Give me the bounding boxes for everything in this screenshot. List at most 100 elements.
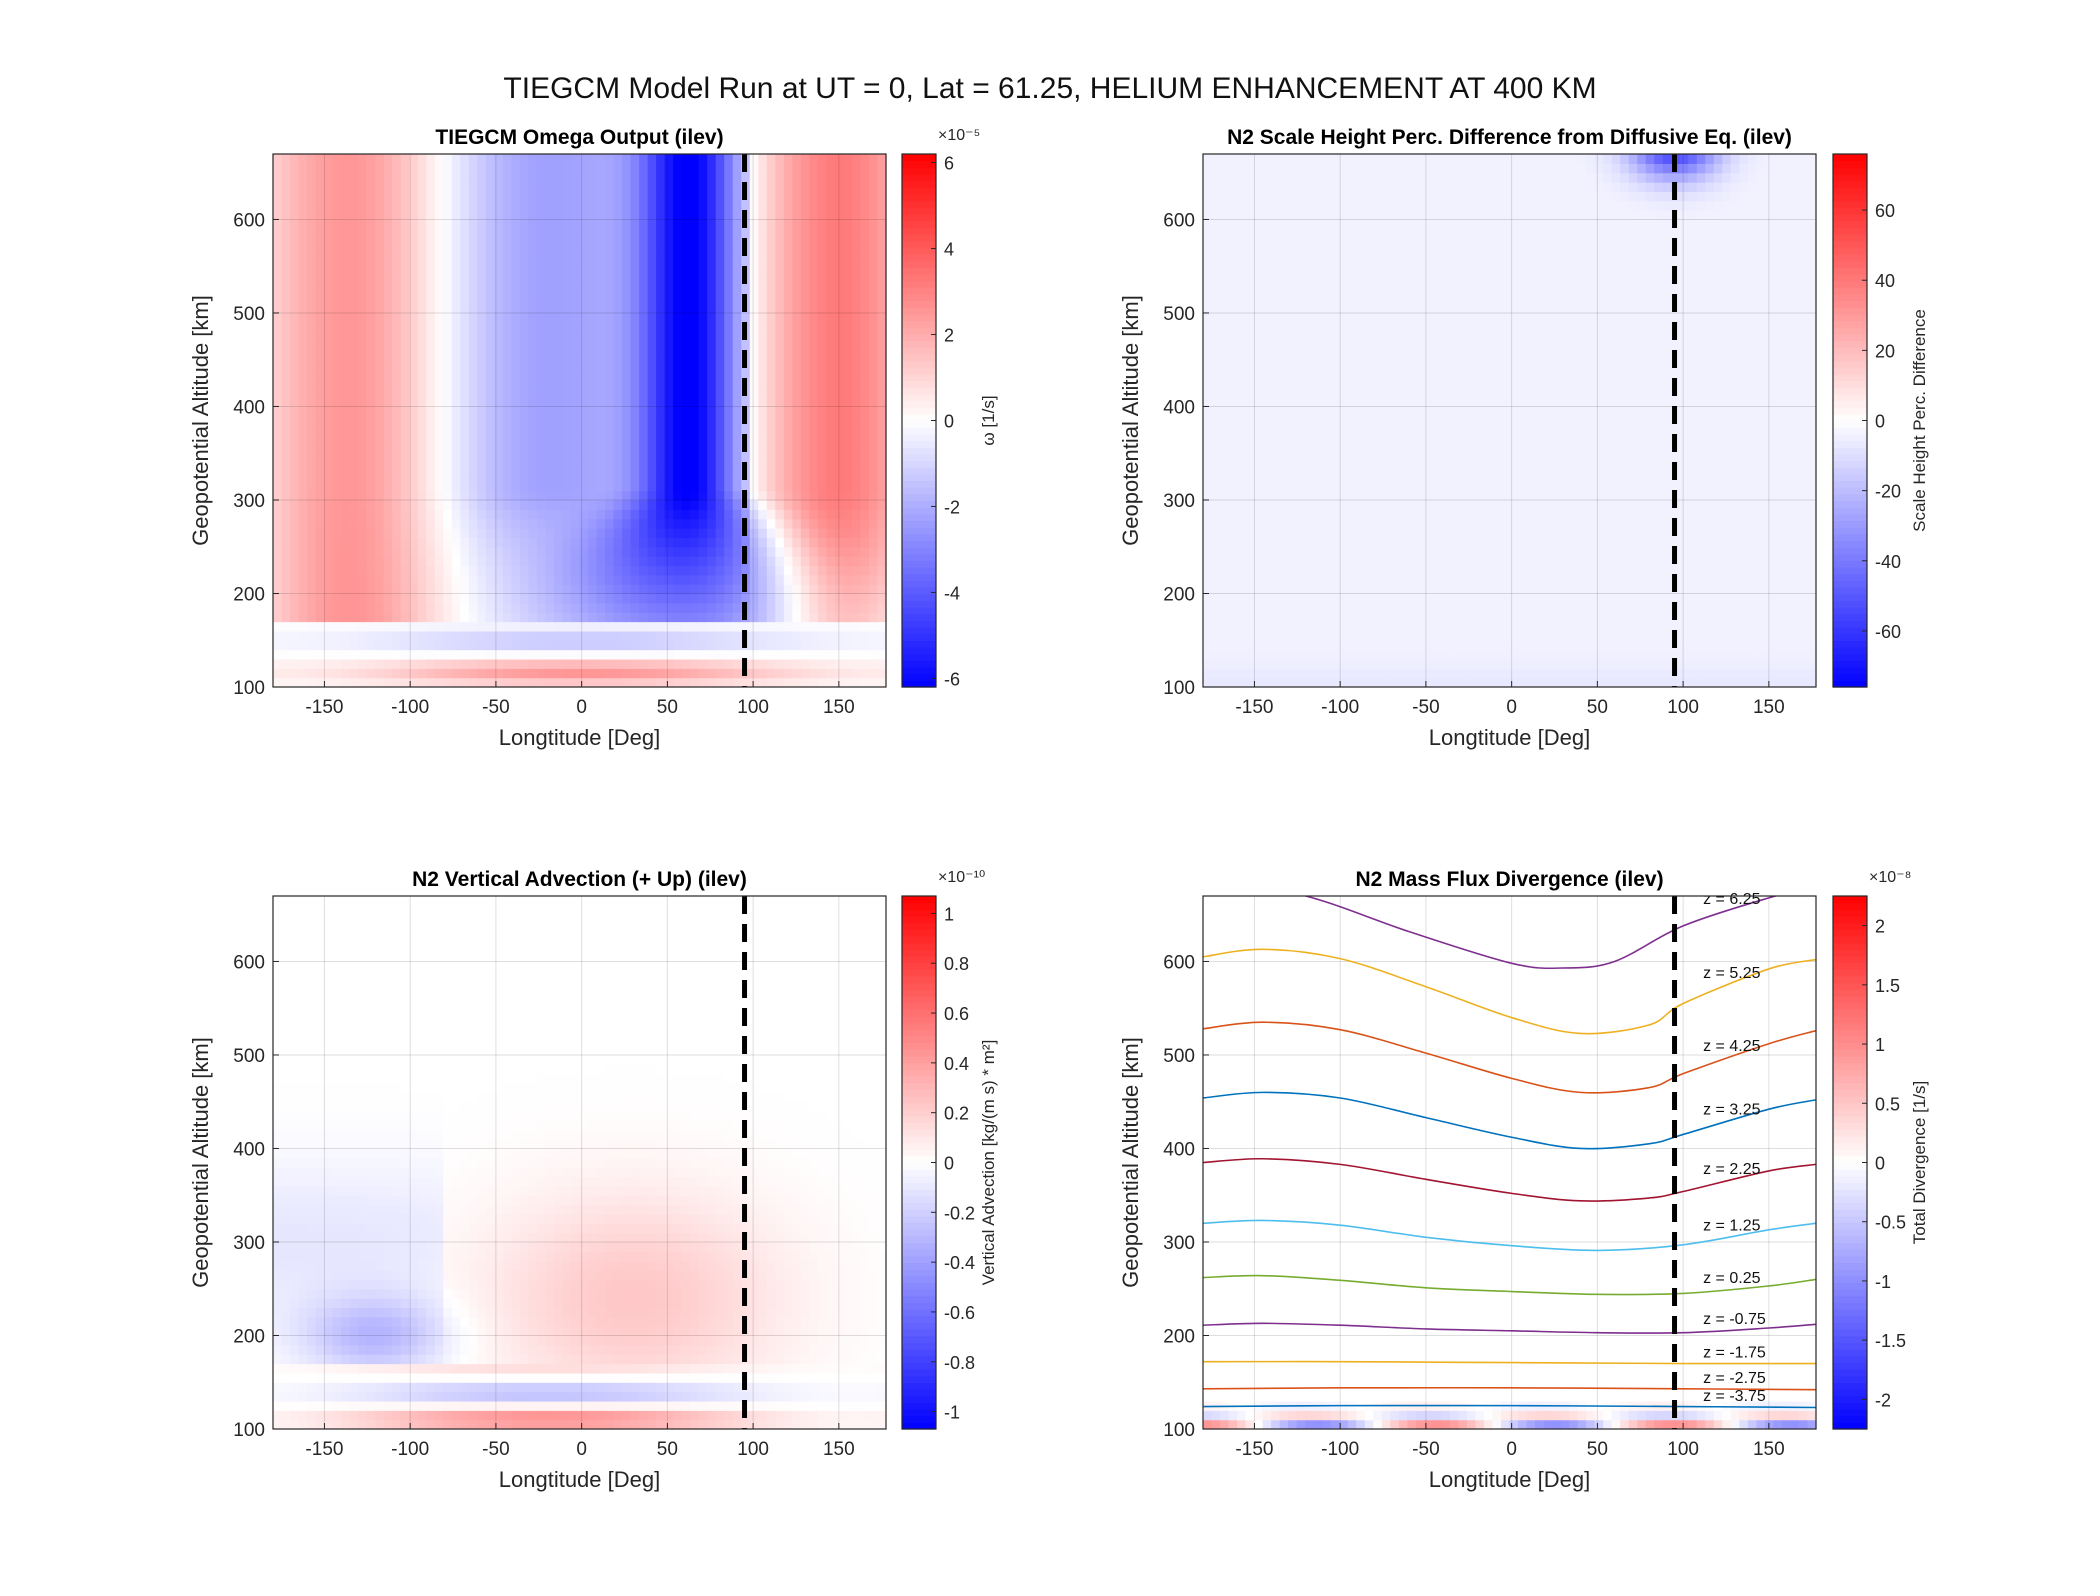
heatmap-cell <box>519 602 530 613</box>
heatmap-cell <box>519 443 530 454</box>
heatmap-cell <box>1245 649 1255 660</box>
heatmap-cell <box>775 528 785 538</box>
heatmap-cell <box>843 584 853 595</box>
heatmap-cell <box>298 518 308 529</box>
heatmap-cell <box>494 312 504 323</box>
heatmap-cell <box>477 546 487 557</box>
heatmap-cell <box>400 341 410 351</box>
heatmap-cell <box>1228 350 1238 361</box>
heatmap-cell <box>383 331 393 342</box>
heatmap-cell <box>426 602 436 613</box>
heatmap-cell <box>809 350 819 361</box>
heatmap-cell <box>383 387 393 398</box>
heatmap-cell <box>639 200 649 211</box>
heatmap-cell <box>1313 630 1323 641</box>
heatmap-cell <box>1203 565 1213 576</box>
heatmap-cell <box>511 369 521 380</box>
heatmap-cell <box>528 518 538 529</box>
heatmap-cell <box>775 172 785 183</box>
heatmap-cell <box>698 518 708 529</box>
heatmap-cell <box>281 266 291 277</box>
heatmap-cell <box>1220 425 1230 436</box>
heatmap-cell <box>1288 640 1298 651</box>
heatmap-cell <box>817 640 827 651</box>
heatmap-cell <box>698 154 708 164</box>
colorbar-swatch <box>902 247 936 255</box>
heatmap-cell <box>426 518 436 529</box>
heatmap-cell <box>809 565 819 576</box>
heatmap-cell <box>749 378 759 389</box>
heatmap-cell <box>409 453 419 464</box>
heatmap-cell <box>877 658 887 669</box>
heatmap-cell <box>298 499 308 510</box>
heatmap-cell <box>656 640 666 651</box>
heatmap-cell <box>315 481 325 492</box>
heatmap-cell <box>622 574 632 585</box>
heatmap-cell <box>707 341 717 351</box>
heatmap-cell <box>1237 490 1247 501</box>
heatmap-cell <box>349 247 359 258</box>
heatmap-cell <box>426 312 436 323</box>
heatmap-cell <box>562 341 572 351</box>
heatmap-cell <box>843 434 853 445</box>
heatmap-cell <box>451 434 461 445</box>
heatmap-cell <box>630 331 640 342</box>
heatmap-cell <box>758 677 768 688</box>
heatmap-cell <box>290 471 300 482</box>
heatmap-cell <box>1203 163 1213 174</box>
heatmap-cell <box>485 256 495 267</box>
heatmap-cell <box>877 341 887 351</box>
heatmap-cell <box>596 406 606 417</box>
heatmap-cell <box>588 640 598 651</box>
heatmap-cell <box>570 210 581 221</box>
heatmap-cell <box>724 219 734 230</box>
heatmap-cell <box>298 228 308 239</box>
heatmap-cell <box>758 378 768 389</box>
heatmap-cell <box>766 537 776 548</box>
heatmap-cell <box>1245 658 1255 669</box>
heatmap-cell <box>656 219 666 230</box>
heatmap-cell <box>724 275 734 286</box>
heatmap-cell <box>673 341 683 351</box>
heatmap-cell <box>502 359 512 370</box>
heatmap-cell <box>1211 163 1221 174</box>
heatmap-cell <box>1305 621 1315 632</box>
heatmap-cell <box>1245 275 1255 286</box>
heatmap-cell <box>545 154 555 164</box>
heatmap-cell <box>656 350 666 361</box>
heatmap-cell <box>622 602 632 613</box>
heatmap-cell <box>383 191 393 202</box>
heatmap-cell <box>1279 322 1289 333</box>
heatmap-cell <box>851 200 862 211</box>
heatmap-cell <box>579 294 589 305</box>
heatmap-cell <box>749 163 759 174</box>
heatmap-cell <box>485 406 495 417</box>
heatmap-cell <box>494 509 504 520</box>
heatmap-cell <box>588 238 598 249</box>
heatmap-cell <box>1211 584 1221 595</box>
heatmap-cell <box>460 182 470 192</box>
heatmap-cell <box>860 443 870 454</box>
heatmap-cell <box>664 677 674 688</box>
heatmap-cell <box>860 537 870 548</box>
heatmap-cell <box>417 668 427 679</box>
heatmap-cell <box>622 471 632 482</box>
heatmap-cell <box>392 247 402 258</box>
heatmap-cell <box>494 397 504 408</box>
heatmap-cell <box>647 378 657 389</box>
heatmap-cell <box>273 490 283 501</box>
heatmap-cell <box>732 443 742 454</box>
heatmap-cell <box>494 369 504 380</box>
heatmap-cell <box>434 359 444 370</box>
heatmap-cell <box>349 397 359 408</box>
heatmap-cell <box>834 303 845 314</box>
heatmap-cell <box>1220 649 1230 660</box>
heatmap-cell <box>417 154 427 164</box>
heatmap-cell <box>775 256 785 267</box>
heatmap-cell <box>298 612 308 623</box>
heatmap-cell <box>375 154 385 164</box>
heatmap-cell <box>511 397 521 408</box>
heatmap-cell <box>647 238 657 249</box>
heatmap-cell <box>749 658 759 669</box>
heatmap-cell <box>553 556 564 567</box>
